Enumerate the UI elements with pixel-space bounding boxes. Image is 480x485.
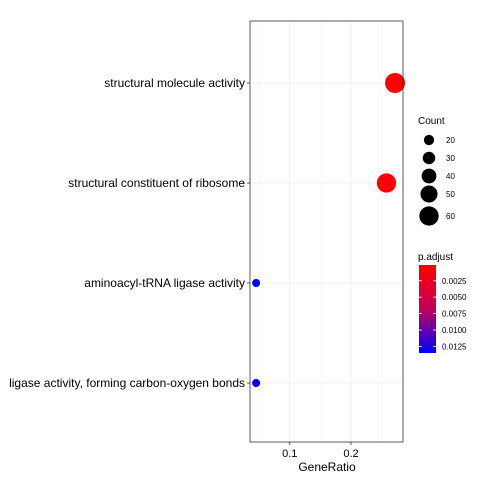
x-axis-title: GeneRatio <box>298 460 356 474</box>
size-legend-items: 20 30 40 50 60 <box>419 134 455 226</box>
grid-minor <box>258 21 382 442</box>
y-tick-label: ligase activity, forming carbon-oxygen b… <box>9 376 245 390</box>
color-legend-label: 0.0100 <box>442 326 467 335</box>
y-tick-label: aminoacyl-tRNA ligase activity <box>84 276 245 290</box>
size-legend-dot <box>423 134 435 146</box>
size-legend-label: 40 <box>446 172 455 181</box>
size-legend-label: 50 <box>446 190 455 199</box>
y-tick-label: structural constituent of ribosome <box>68 176 245 190</box>
size-legend-label: 30 <box>446 154 455 163</box>
size-legend-dot <box>422 151 436 165</box>
y-axis: structural molecule activity structural c… <box>9 76 250 390</box>
size-legend-title: Count <box>418 116 445 127</box>
color-legend-bar <box>419 265 436 353</box>
grid-major <box>250 21 403 442</box>
x-tick-label: 0.1 <box>282 448 297 460</box>
data-point <box>385 73 406 93</box>
data-point <box>252 279 261 287</box>
color-legend-label: 0.0050 <box>442 293 467 302</box>
panel-background <box>250 21 403 442</box>
data-point <box>252 379 261 387</box>
data-point <box>376 173 397 193</box>
size-legend-label: 60 <box>446 212 455 221</box>
color-legend-title: p.adjust <box>418 252 453 263</box>
size-legend-label: 20 <box>446 136 455 145</box>
color-legend: p.adjust 0.0025 0.0050 0.0075 0.0100 0.0125 <box>418 252 467 353</box>
x-tick-label: 0.2 <box>343 448 358 460</box>
color-legend-label: 0.0125 <box>442 342 467 351</box>
color-legend-label: 0.0075 <box>442 310 467 319</box>
size-legend-dot <box>420 185 438 203</box>
size-legend-dot <box>419 206 439 226</box>
y-tick-label: structural molecule activity <box>104 76 245 90</box>
color-legend-ticks: 0.0025 0.0050 0.0075 0.0100 0.0125 <box>419 277 467 351</box>
x-axis: 0.1 0.2 <box>282 442 359 460</box>
data-points <box>252 73 406 387</box>
size-legend-dot <box>421 168 437 184</box>
size-legend: Count 20 30 40 50 60 <box>418 116 455 226</box>
color-legend-label: 0.0025 <box>442 277 467 286</box>
panel-border <box>249 20 404 443</box>
